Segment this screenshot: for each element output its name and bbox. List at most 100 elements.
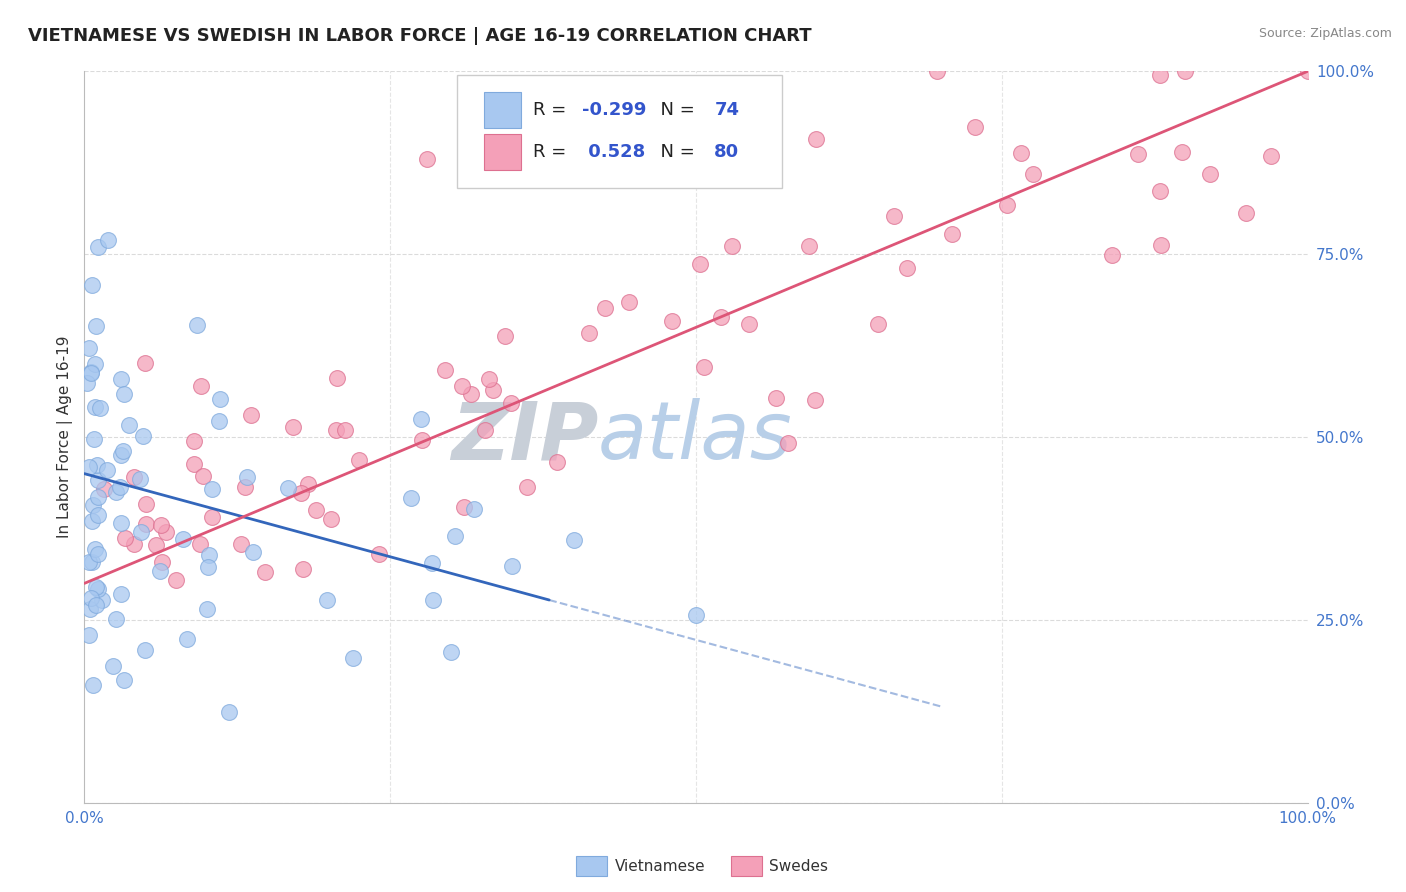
Point [89, 401, 111, 416]
Y-axis label: In Labor Force | Age 16-19: In Labor Force | Age 16-19 [58, 335, 73, 539]
Text: -0.299: -0.299 [582, 101, 647, 120]
Point [183, 434, 205, 448]
Point [134, 643, 156, 657]
Point [925, 64, 948, 78]
Point [87, 508, 110, 522]
Point [420, 556, 443, 570]
Point [1174, 64, 1197, 78]
Point [995, 198, 1018, 212]
FancyBboxPatch shape [484, 134, 522, 170]
Point [803, 392, 825, 407]
Point [197, 559, 219, 574]
Text: N =: N = [650, 101, 702, 120]
Point [941, 227, 963, 241]
Point [87, 547, 110, 561]
Point [188, 537, 211, 551]
Point [105, 484, 128, 499]
Point [229, 537, 252, 551]
Point [440, 645, 463, 659]
Point [186, 318, 208, 332]
Point [409, 411, 432, 425]
Point [239, 408, 262, 422]
Point [578, 326, 600, 341]
Point [145, 538, 167, 552]
Point [305, 503, 328, 517]
Point [122, 470, 145, 484]
Point [450, 378, 472, 392]
Point [135, 517, 157, 532]
Point [79, 601, 101, 615]
Point [689, 257, 711, 271]
Point [233, 480, 256, 494]
Point [112, 386, 135, 401]
Point [883, 209, 905, 223]
Point [150, 555, 173, 569]
Point [693, 359, 716, 374]
Point [335, 423, 357, 437]
Point [172, 532, 194, 546]
Point [342, 651, 364, 665]
Point [1296, 64, 1319, 78]
Point [79, 459, 101, 474]
Point [297, 476, 319, 491]
Point [896, 260, 918, 275]
Point [1101, 247, 1123, 261]
Point [86, 319, 108, 334]
Point [80, 591, 103, 605]
Point [195, 601, 218, 615]
Point [1171, 145, 1194, 159]
Point [347, 452, 370, 467]
Point [291, 562, 314, 576]
Point [416, 152, 439, 166]
Point [134, 356, 156, 370]
Point [83, 542, 105, 557]
Point [82, 555, 104, 569]
Point [433, 363, 456, 377]
Point [86, 458, 108, 473]
Point [110, 480, 132, 494]
Point [155, 524, 177, 539]
Point [1010, 145, 1032, 160]
Point [82, 499, 104, 513]
Point [135, 497, 157, 511]
Point [453, 500, 475, 514]
Point [83, 358, 105, 372]
Point [110, 587, 132, 601]
Point [494, 329, 516, 343]
Point [201, 510, 224, 524]
Point [516, 480, 538, 494]
Point [84, 580, 107, 594]
Point [399, 491, 422, 505]
Text: Swedes: Swedes [769, 859, 828, 873]
Point [1150, 237, 1173, 252]
Point [118, 418, 141, 433]
Point [1236, 205, 1258, 219]
Point [868, 317, 890, 331]
Point [277, 481, 299, 495]
Point [319, 512, 342, 526]
Point [128, 472, 150, 486]
Point [804, 132, 827, 146]
Point [562, 533, 585, 548]
Point [685, 607, 707, 622]
Text: VIETNAMESE VS SWEDISH IN LABOR FORCE | AGE 16-19 CORRELATION CHART: VIETNAMESE VS SWEDISH IN LABOR FORCE | A… [28, 27, 811, 45]
Point [82, 515, 104, 529]
Point [478, 371, 501, 385]
Point [149, 564, 172, 578]
Point [281, 420, 304, 434]
Point [79, 366, 101, 380]
Point [235, 470, 257, 484]
Point [460, 387, 482, 401]
Point [86, 240, 108, 254]
Point [183, 457, 205, 471]
Point [208, 414, 231, 428]
Point [84, 400, 107, 414]
Point [96, 463, 118, 477]
Point [661, 313, 683, 327]
Point [165, 573, 187, 587]
Point [290, 485, 312, 500]
Text: N =: N = [650, 143, 702, 161]
Point [86, 598, 108, 612]
Point [132, 428, 155, 442]
Point [87, 473, 110, 487]
